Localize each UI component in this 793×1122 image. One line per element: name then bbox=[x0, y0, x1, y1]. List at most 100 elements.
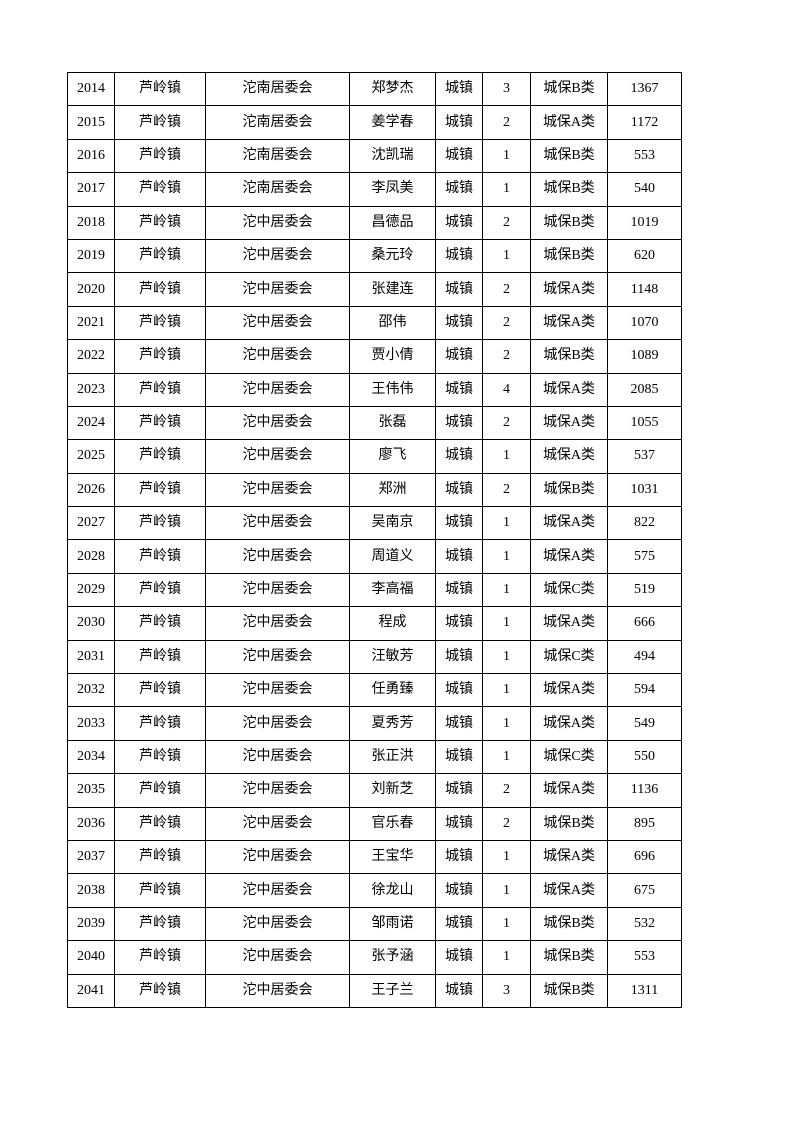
cell-name: 张予涵 bbox=[349, 940, 436, 975]
cell-insurance-category: 城保A类 bbox=[530, 439, 608, 474]
cell-household-type: 城镇 bbox=[435, 873, 483, 908]
cell-serial-number: 2016 bbox=[67, 138, 115, 174]
cell-community: 沱中居委会 bbox=[205, 639, 350, 675]
table-row: 2034 芦岭镇 沱中居委会 张正洪 城镇 1 城保C类 550 bbox=[67, 739, 682, 775]
cell-town: 芦岭镇 bbox=[114, 806, 206, 841]
table-row: 2024 芦岭镇 沱中居委会 张磊 城镇 2 城保A类 1055 bbox=[67, 405, 682, 441]
cell-community: 沱中居委会 bbox=[205, 305, 350, 341]
cell-town: 芦岭镇 bbox=[114, 973, 206, 1008]
cell-member-count: 1 bbox=[482, 739, 531, 775]
cell-serial-number: 2035 bbox=[67, 773, 115, 808]
cell-member-count: 2 bbox=[482, 105, 531, 140]
cell-insurance-category: 城保A类 bbox=[530, 372, 608, 407]
cell-amount: 1019 bbox=[607, 205, 682, 240]
cell-community: 沱中居委会 bbox=[205, 906, 350, 942]
cell-insurance-category: 城保B类 bbox=[530, 973, 608, 1008]
table-row: 2016 芦岭镇 沱南居委会 沈凯瑞 城镇 1 城保B类 553 bbox=[67, 138, 682, 174]
cell-member-count: 1 bbox=[482, 673, 531, 708]
cell-household-type: 城镇 bbox=[435, 572, 483, 608]
cell-insurance-category: 城保B类 bbox=[530, 238, 608, 274]
cell-serial-number: 2038 bbox=[67, 873, 115, 908]
cell-household-type: 城镇 bbox=[435, 606, 483, 641]
cell-member-count: 2 bbox=[482, 305, 531, 341]
cell-amount: 1070 bbox=[607, 305, 682, 341]
table-row: 2020 芦岭镇 沱中居委会 张建连 城镇 2 城保A类 1148 bbox=[67, 272, 682, 307]
cell-town: 芦岭镇 bbox=[114, 940, 206, 975]
cell-insurance-category: 城保A类 bbox=[530, 706, 608, 741]
cell-amount: 553 bbox=[607, 940, 682, 975]
cell-community: 沱中居委会 bbox=[205, 606, 350, 641]
cell-insurance-category: 城保B类 bbox=[530, 138, 608, 174]
cell-insurance-category: 城保C类 bbox=[530, 639, 608, 675]
cell-name: 张正洪 bbox=[349, 739, 436, 775]
cell-community: 沱中居委会 bbox=[205, 806, 350, 841]
cell-name: 姜学春 bbox=[349, 105, 436, 140]
cell-name: 桑元玲 bbox=[349, 238, 436, 274]
table-row: 2029 芦岭镇 沱中居委会 李高福 城镇 1 城保C类 519 bbox=[67, 572, 682, 608]
cell-name: 任勇臻 bbox=[349, 673, 436, 708]
table-row: 2035 芦岭镇 沱中居委会 刘新芝 城镇 2 城保A类 1136 bbox=[67, 773, 682, 808]
cell-serial-number: 2029 bbox=[67, 572, 115, 608]
cell-member-count: 1 bbox=[482, 506, 531, 541]
cell-town: 芦岭镇 bbox=[114, 405, 206, 441]
cell-member-count: 2 bbox=[482, 205, 531, 240]
cell-town: 芦岭镇 bbox=[114, 372, 206, 407]
cell-town: 芦岭镇 bbox=[114, 706, 206, 741]
cell-serial-number: 2036 bbox=[67, 806, 115, 841]
cell-amount: 1311 bbox=[607, 973, 682, 1008]
cell-insurance-category: 城保C类 bbox=[530, 739, 608, 775]
cell-amount: 1031 bbox=[607, 472, 682, 508]
cell-name: 张建连 bbox=[349, 272, 436, 307]
cell-amount: 620 bbox=[607, 238, 682, 274]
cell-name: 张磊 bbox=[349, 405, 436, 441]
cell-insurance-category: 城保A类 bbox=[530, 506, 608, 541]
cell-name: 刘新芝 bbox=[349, 773, 436, 808]
table-row: 2041 芦岭镇 沱中居委会 王子兰 城镇 3 城保B类 1311 bbox=[67, 973, 682, 1008]
cell-town: 芦岭镇 bbox=[114, 572, 206, 608]
cell-name: 吴南京 bbox=[349, 506, 436, 541]
cell-name: 昌德品 bbox=[349, 205, 436, 240]
cell-household-type: 城镇 bbox=[435, 706, 483, 741]
table-row: 2014 芦岭镇 沱南居委会 郑梦杰 城镇 3 城保B类 1367 bbox=[67, 71, 682, 107]
cell-community: 沱中居委会 bbox=[205, 339, 350, 374]
cell-insurance-category: 城保C类 bbox=[530, 572, 608, 608]
cell-community: 沱南居委会 bbox=[205, 172, 350, 207]
cell-household-type: 城镇 bbox=[435, 673, 483, 708]
cell-town: 芦岭镇 bbox=[114, 105, 206, 140]
cell-town: 芦岭镇 bbox=[114, 339, 206, 374]
cell-household-type: 城镇 bbox=[435, 339, 483, 374]
cell-name: 郑梦杰 bbox=[349, 71, 436, 107]
cell-name: 王宝华 bbox=[349, 839, 436, 875]
cell-insurance-category: 城保A类 bbox=[530, 105, 608, 140]
cell-amount: 540 bbox=[607, 172, 682, 207]
table-row: 2038 芦岭镇 沱中居委会 徐龙山 城镇 1 城保A类 675 bbox=[67, 873, 682, 908]
table-row: 2031 芦岭镇 沱中居委会 汪敏芳 城镇 1 城保C类 494 bbox=[67, 639, 682, 675]
cell-member-count: 1 bbox=[482, 940, 531, 975]
cell-insurance-category: 城保A类 bbox=[530, 305, 608, 341]
cell-member-count: 2 bbox=[482, 773, 531, 808]
cell-member-count: 1 bbox=[482, 539, 531, 574]
cell-insurance-category: 城保B类 bbox=[530, 172, 608, 207]
cell-community: 沱南居委会 bbox=[205, 71, 350, 107]
cell-member-count: 1 bbox=[482, 639, 531, 675]
cell-name: 贾小倩 bbox=[349, 339, 436, 374]
cell-town: 芦岭镇 bbox=[114, 71, 206, 107]
cell-household-type: 城镇 bbox=[435, 372, 483, 407]
cell-town: 芦岭镇 bbox=[114, 539, 206, 574]
cell-name: 沈凯瑞 bbox=[349, 138, 436, 174]
cell-community: 沱中居委会 bbox=[205, 773, 350, 808]
cell-amount: 1172 bbox=[607, 105, 682, 140]
cell-member-count: 1 bbox=[482, 706, 531, 741]
cell-amount: 550 bbox=[607, 739, 682, 775]
cell-serial-number: 2019 bbox=[67, 238, 115, 274]
cell-serial-number: 2033 bbox=[67, 706, 115, 741]
cell-amount: 1367 bbox=[607, 71, 682, 107]
cell-name: 官乐春 bbox=[349, 806, 436, 841]
cell-member-count: 1 bbox=[482, 906, 531, 942]
cell-household-type: 城镇 bbox=[435, 472, 483, 508]
cell-member-count: 1 bbox=[482, 172, 531, 207]
cell-town: 芦岭镇 bbox=[114, 639, 206, 675]
cell-community: 沱中居委会 bbox=[205, 372, 350, 407]
cell-name: 汪敏芳 bbox=[349, 639, 436, 675]
data-table: 2014 芦岭镇 沱南居委会 郑梦杰 城镇 3 城保B类 1367 2015 芦岭镇 沱南居委会 姜学… bbox=[67, 71, 682, 1008]
